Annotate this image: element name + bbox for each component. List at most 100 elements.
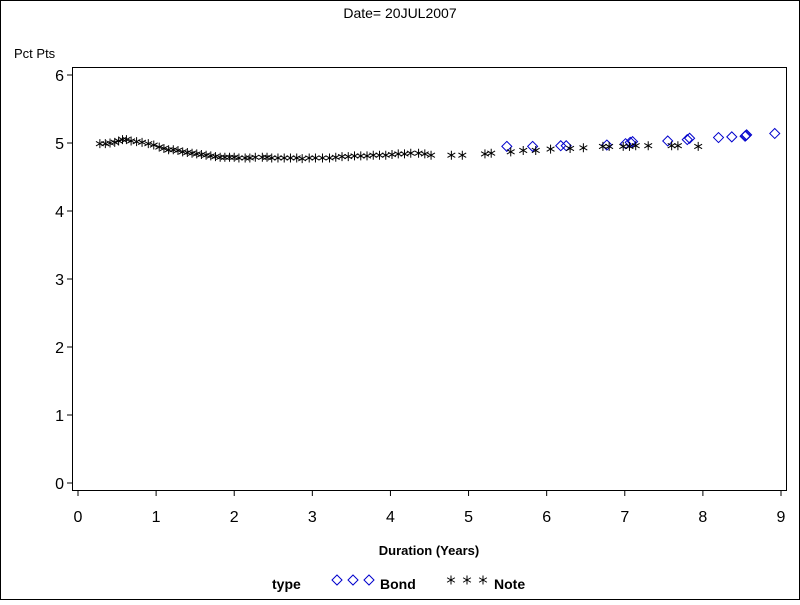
note-point: [298, 154, 307, 164]
legend-bond-symbol: [363, 574, 375, 586]
note-point: [241, 153, 250, 163]
x-tick-label: 2: [230, 509, 239, 526]
bond-point: [683, 132, 696, 144]
note-point: [394, 149, 403, 159]
bond-point: [769, 127, 781, 140]
note-point: [406, 148, 415, 158]
bond-point: [601, 139, 613, 151]
bond-point: [501, 140, 513, 153]
note-point: [234, 153, 244, 163]
note-point: [258, 152, 267, 162]
bond-point: [555, 140, 567, 152]
note-point: [667, 141, 676, 151]
note-point: [546, 144, 555, 154]
x-tick-label: 0: [74, 509, 83, 526]
x-tick-label: 8: [698, 509, 707, 526]
note-point: [267, 153, 276, 163]
note-point: [292, 153, 301, 163]
note-point: [519, 145, 528, 155]
note-point: [110, 137, 119, 147]
legend-bond-label: Bond: [380, 576, 416, 592]
bond-point: [740, 129, 753, 141]
note-point: [149, 140, 158, 150]
note-point: [694, 141, 703, 151]
y-tick-label: 4: [55, 204, 64, 221]
note-point: [605, 141, 614, 151]
legend-note-symbol: [446, 575, 456, 585]
x-tick-label: 1: [152, 509, 161, 526]
note-point: [458, 150, 467, 160]
x-axis-label: Duration (Years): [379, 543, 479, 558]
note-point: [305, 153, 314, 163]
note-point: [619, 141, 628, 151]
note-point: [132, 137, 141, 147]
note-point: [356, 151, 365, 161]
legend-bond-symbol: [331, 574, 343, 586]
note-point: [245, 153, 254, 163]
note-point: [137, 137, 147, 147]
y-axis: 0 1 2 3 4 5 6: [55, 68, 73, 493]
bond-point: [526, 140, 539, 153]
x-tick-label: 5: [464, 509, 473, 526]
x-tick-label: 6: [542, 509, 551, 526]
y-tick-label: 1: [55, 408, 64, 425]
y-tick-label: 2: [55, 340, 64, 357]
note-point: [144, 139, 153, 149]
note-point: [631, 141, 640, 151]
note-point: [225, 152, 234, 162]
note-point: [286, 153, 295, 163]
note-point: [420, 149, 429, 159]
note-point: [565, 143, 575, 153]
note-point: [426, 150, 436, 160]
legend-note-symbols: [446, 575, 488, 585]
bond-point: [626, 135, 639, 148]
note-point: [220, 152, 229, 162]
x-tick-label: 7: [620, 509, 629, 526]
note-point: [337, 152, 347, 162]
x-tick-label: 9: [777, 509, 786, 526]
x-axis: 0 1 2 3 4 5 6 7 8 9: [74, 490, 786, 526]
note-point: [122, 135, 131, 145]
y-tick-label: 6: [55, 68, 64, 85]
note-point: [673, 141, 683, 151]
y-tick-label: 0: [55, 476, 64, 493]
legend-bond-symbol: [347, 574, 359, 586]
bond-point: [681, 133, 693, 146]
bond-point: [619, 137, 632, 150]
note-point: [273, 153, 283, 163]
note-point: [159, 143, 169, 153]
note-point: [531, 145, 540, 155]
note-point: [280, 153, 289, 163]
note-point: [350, 151, 359, 161]
note-point: [369, 150, 378, 160]
legend: type Bond Note: [272, 574, 525, 592]
bond-point: [662, 135, 674, 147]
note-point: [95, 139, 105, 149]
legend-note-symbol: [462, 575, 472, 585]
legend-note-symbol: [478, 575, 488, 585]
legend-bond-symbols: [331, 574, 375, 586]
legend-note-label: Note: [494, 576, 525, 592]
note-point: [579, 143, 588, 153]
note-point: [311, 153, 320, 163]
bond-point: [726, 131, 738, 143]
note-point: [487, 148, 496, 158]
chart-title: Date= 20JUL2007: [343, 5, 456, 21]
x-tick-label: 3: [308, 509, 317, 526]
note-point: [118, 135, 127, 145]
legend-title: type: [272, 576, 301, 592]
y-axis-label: Pct Pts: [14, 46, 56, 61]
note-point: [506, 147, 515, 157]
note-point: [598, 141, 608, 151]
plot-area-frame: [72, 67, 787, 491]
note-point: [251, 152, 260, 162]
bond-point: [560, 140, 572, 152]
note-point: [644, 141, 653, 151]
y-tick-label: 3: [55, 272, 64, 289]
data-points: [95, 127, 781, 164]
note-point: [447, 150, 456, 160]
x-tick-label: 4: [386, 509, 395, 526]
